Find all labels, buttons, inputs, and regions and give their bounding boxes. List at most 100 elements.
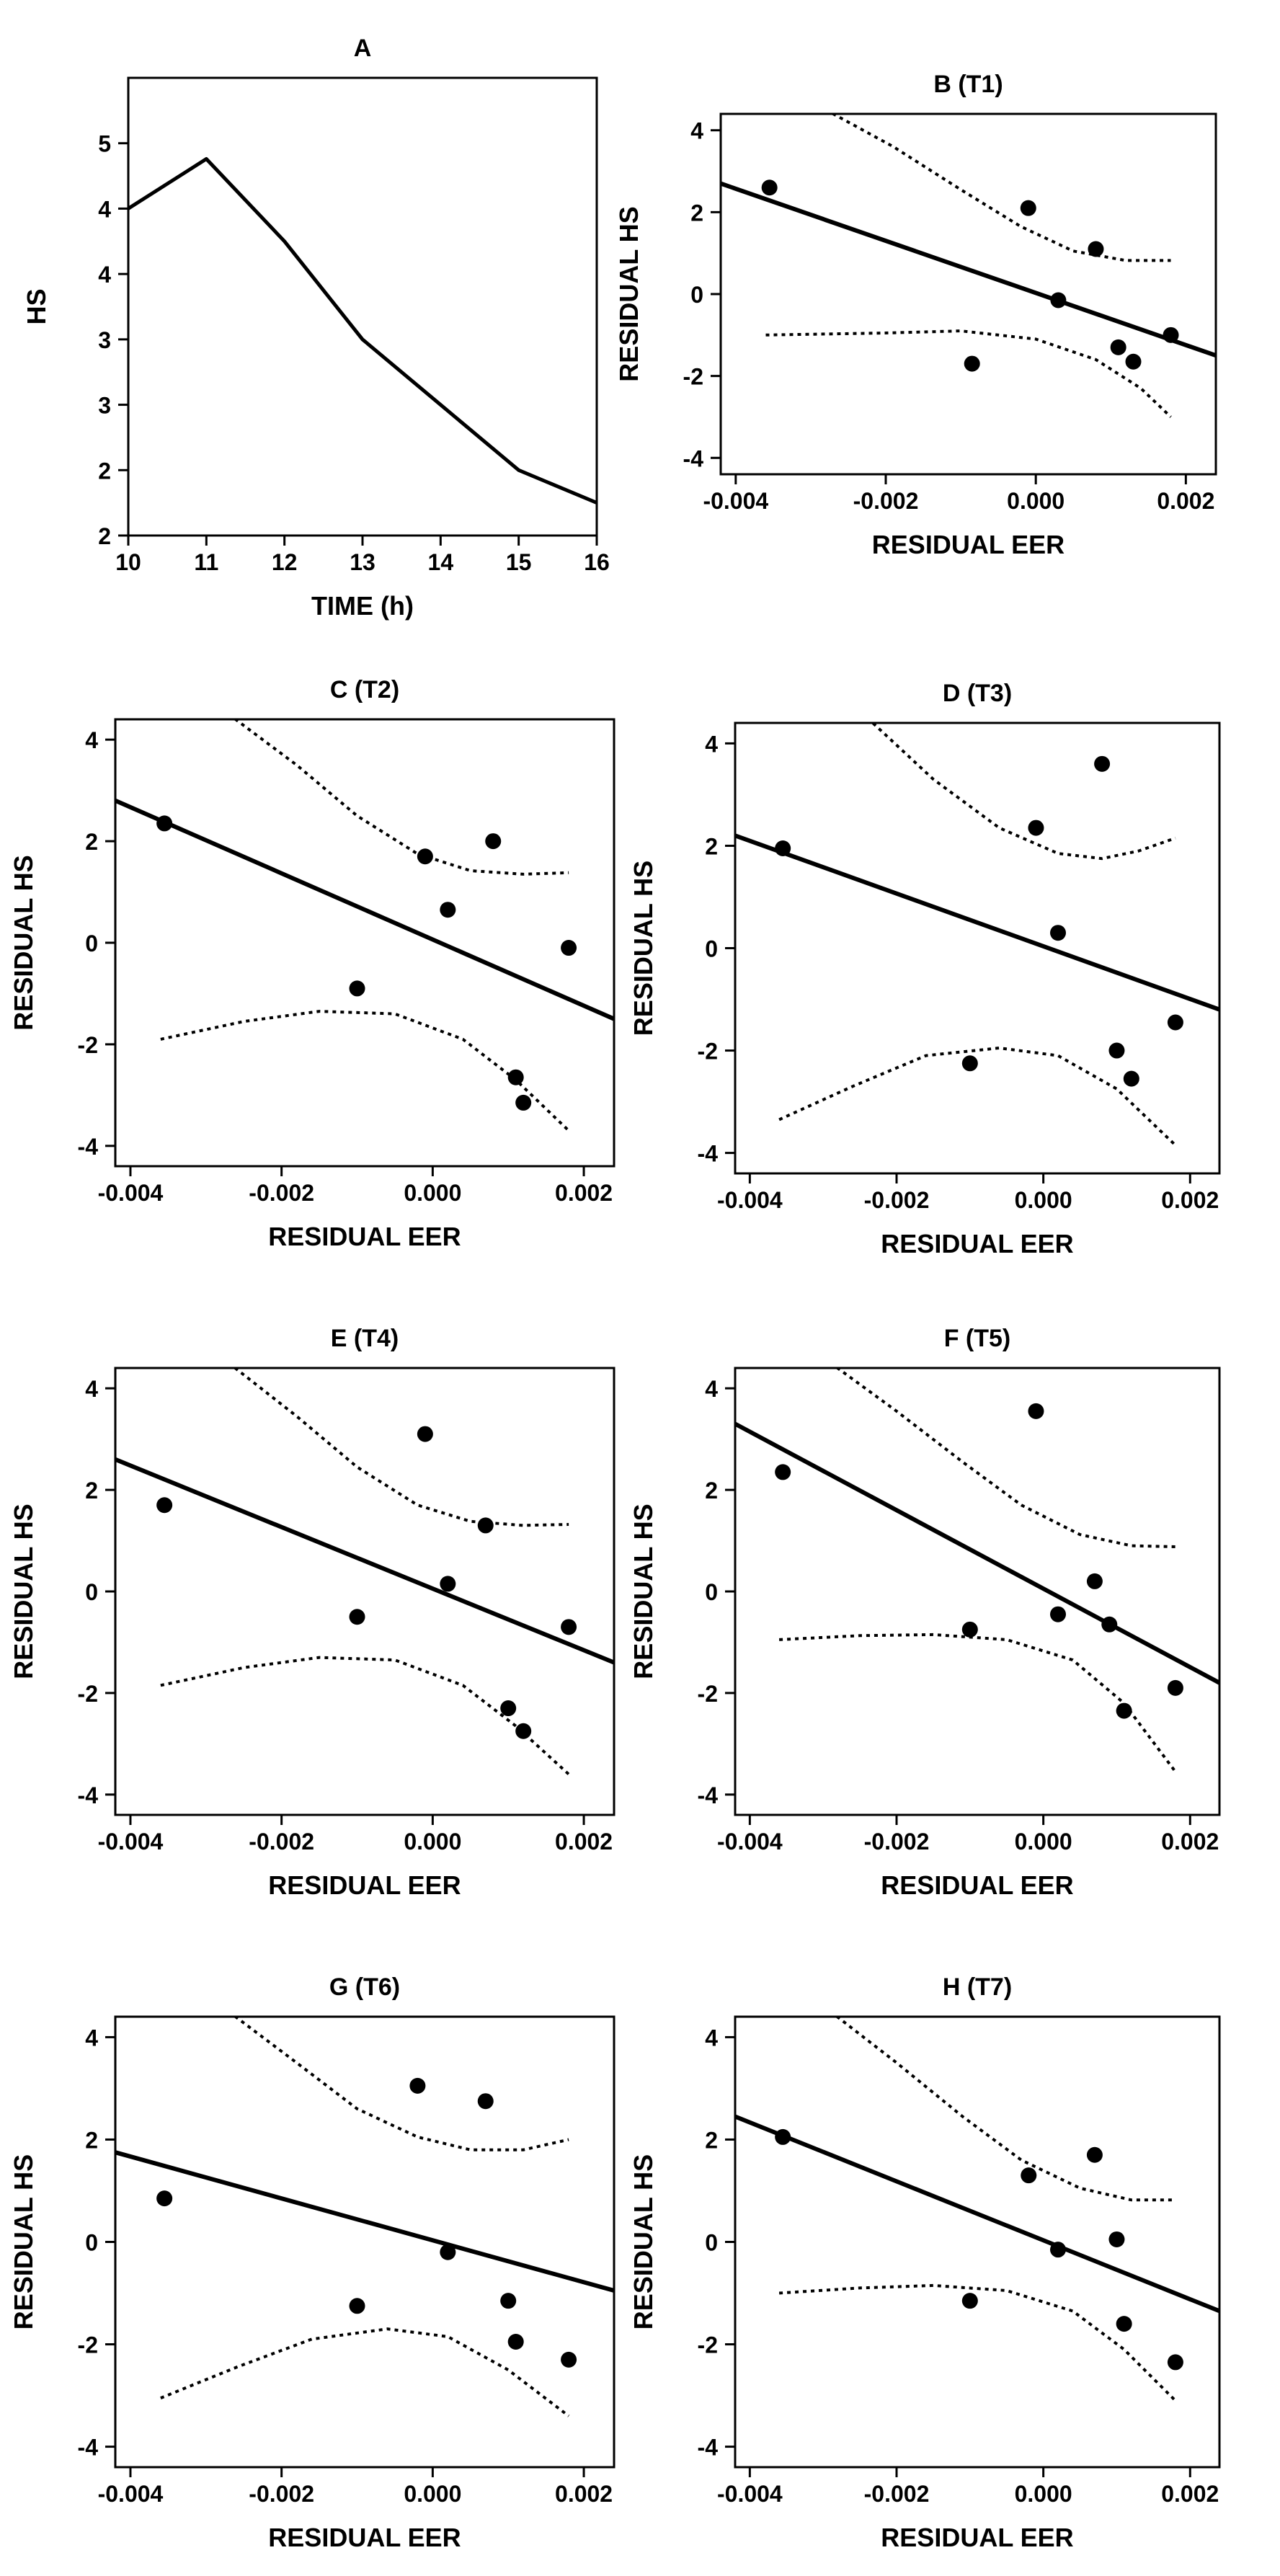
data-point bbox=[417, 1426, 433, 1442]
y-tick-label: 4 bbox=[98, 196, 111, 222]
regression-line bbox=[115, 798, 614, 1021]
data-point bbox=[1125, 353, 1142, 370]
y-tick-label: -2 bbox=[78, 2332, 98, 2358]
y-axis-label: RESIDUAL HS bbox=[628, 1504, 658, 1679]
y-tick-label: 3 bbox=[98, 327, 111, 353]
data-point bbox=[440, 2244, 456, 2260]
y-tick-label: 4 bbox=[705, 731, 718, 757]
x-tick-label: 14 bbox=[428, 549, 454, 575]
panel-title: E (T4) bbox=[331, 1325, 399, 1352]
x-tick-label: 0.000 bbox=[404, 1180, 461, 1206]
x-tick-label: -0.002 bbox=[864, 2481, 930, 2507]
confidence-band-lower bbox=[778, 1046, 1177, 1147]
regression-line bbox=[735, 2114, 1219, 2314]
data-point bbox=[961, 2293, 978, 2309]
x-tick-label: 0.000 bbox=[1015, 1187, 1072, 1213]
y-tick-label: 0 bbox=[85, 931, 98, 956]
y-axis-label: RESIDUAL HS bbox=[9, 2154, 38, 2329]
y-tick-label: 2 bbox=[85, 2127, 98, 2153]
x-tick-label: 0.002 bbox=[1161, 1829, 1219, 1855]
y-axis-label: RESIDUAL HS bbox=[628, 2154, 658, 2329]
confidence-band-lower bbox=[778, 2283, 1177, 2402]
y-tick-label: -4 bbox=[698, 1782, 719, 1808]
panel-a: A 10 11 12 13 14 15 16 2 2 3 3 4 4 5 TIME (h) HS bbox=[22, 35, 610, 621]
data-point bbox=[477, 2093, 494, 2110]
y-tick-label: -2 bbox=[78, 1681, 98, 1707]
plot-frame bbox=[114, 2015, 615, 2469]
data-point bbox=[961, 1621, 978, 1638]
data-point bbox=[775, 1464, 791, 1480]
plot-frame bbox=[114, 1367, 615, 1816]
y-tick-label: 2 bbox=[705, 2127, 718, 2153]
y-tick-label: 4 bbox=[98, 262, 111, 288]
panel-e: E (T4) -0.004 -0.002 0.000 0.002 -4 -2 0 2 4 RESID… bbox=[9, 1325, 615, 1900]
y-tick-label: 2 bbox=[690, 200, 703, 226]
y-tick-label: 0 bbox=[705, 2230, 718, 2256]
panel-title: C (T2) bbox=[330, 676, 399, 703]
data-point bbox=[1163, 327, 1179, 343]
x-tick-label: -0.004 bbox=[98, 2481, 164, 2507]
plot-frame bbox=[114, 718, 615, 1168]
y-tick-label: 0 bbox=[705, 936, 718, 962]
data-point bbox=[775, 840, 791, 857]
panel-h: H (T7) -0.004 -0.002 0.000 0.002 -4 -2 0 2 4 RESID… bbox=[628, 1973, 1221, 2552]
x-axis-label: RESIDUAL EER bbox=[881, 2523, 1073, 2552]
x-tick-label: -0.004 bbox=[717, 2481, 783, 2507]
data-point bbox=[1021, 2167, 1037, 2184]
y-tick-label: 4 bbox=[85, 1376, 98, 1402]
x-tick-label: 0.002 bbox=[555, 1829, 613, 1855]
data-point bbox=[1050, 925, 1066, 941]
x-tick-label: 12 bbox=[272, 549, 298, 575]
y-tick-label: -4 bbox=[78, 1782, 99, 1808]
x-tick-label: 0.002 bbox=[1157, 488, 1214, 514]
data-point bbox=[1101, 1616, 1118, 1633]
data-point bbox=[1088, 241, 1104, 257]
regression-line bbox=[735, 833, 1219, 1012]
x-tick-label: 11 bbox=[194, 549, 218, 575]
x-tick-label: 0.000 bbox=[1007, 488, 1065, 514]
y-tick-label: -4 bbox=[683, 445, 704, 471]
y-tick-label: -2 bbox=[683, 364, 703, 390]
x-tick-label: 15 bbox=[506, 549, 532, 575]
y-tick-label: -2 bbox=[698, 1681, 718, 1707]
plot-frame bbox=[734, 2015, 1221, 2469]
data-point bbox=[515, 1723, 532, 1739]
panel-title: F (T5) bbox=[944, 1325, 1011, 1352]
confidence-band-upper bbox=[232, 1368, 569, 1527]
x-tick-label: -0.002 bbox=[864, 1829, 930, 1855]
data-point bbox=[964, 355, 980, 372]
data-point bbox=[561, 940, 577, 956]
x-tick-label: 0.002 bbox=[555, 2481, 613, 2507]
series-line bbox=[127, 157, 597, 505]
regression-line bbox=[721, 181, 1216, 358]
y-axis-label: HS bbox=[22, 288, 51, 324]
y-tick-label: 0 bbox=[85, 2230, 98, 2256]
data-point bbox=[1167, 2354, 1183, 2371]
data-point bbox=[1050, 292, 1067, 308]
data-point bbox=[485, 833, 502, 850]
data-point bbox=[1086, 1573, 1103, 1589]
y-tick-label: -2 bbox=[698, 1039, 718, 1065]
x-axis-label: RESIDUAL EER bbox=[268, 2523, 461, 2552]
data-point bbox=[349, 1609, 365, 1625]
data-point bbox=[500, 1700, 517, 1717]
panel-f: F (T5) -0.004 -0.002 0.000 0.002 -4 -2 0 2 4 RESID… bbox=[628, 1325, 1221, 1900]
data-point bbox=[1167, 1679, 1183, 1696]
x-tick-label: -0.004 bbox=[98, 1180, 164, 1206]
regression-line bbox=[115, 1457, 614, 1665]
panel-d: D (T3) -0.004 -0.002 0.000 0.002 -4 -2 0 2 4 RESID… bbox=[628, 680, 1221, 1258]
x-tick-label: 16 bbox=[584, 549, 610, 575]
confidence-band-lower bbox=[779, 1633, 1177, 1773]
panel-title: H (T7) bbox=[943, 1973, 1012, 2001]
data-point bbox=[349, 2298, 365, 2314]
data-point bbox=[1110, 339, 1126, 355]
x-tick-label: 0.002 bbox=[1161, 2481, 1219, 2507]
data-point bbox=[417, 848, 433, 865]
x-tick-label: 13 bbox=[350, 549, 375, 575]
x-tick-label: -0.004 bbox=[703, 488, 768, 514]
panel-title: B (T1) bbox=[933, 71, 1003, 98]
y-axis-label: RESIDUAL HS bbox=[628, 861, 658, 1036]
x-tick-label: -0.002 bbox=[864, 1187, 930, 1213]
x-tick-label: 0.000 bbox=[404, 2481, 461, 2507]
